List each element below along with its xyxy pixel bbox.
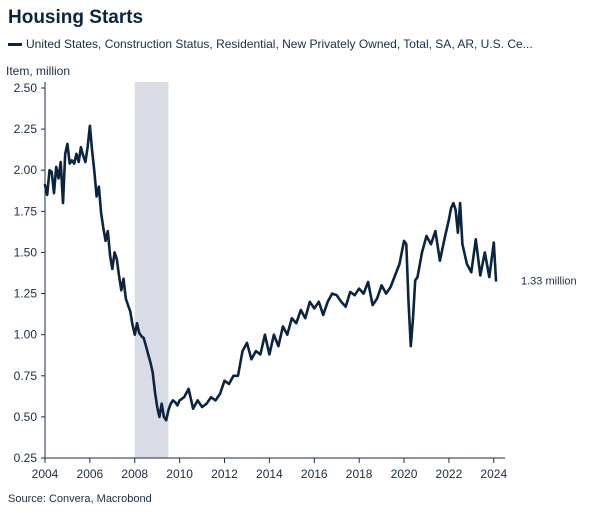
y-tick-label: 1.50 xyxy=(14,245,38,259)
y-axis-label: Item, million xyxy=(6,64,71,78)
axes: 0.25 0.50 0.75 1.00 1.25 1.50 1.75 2.00 2.25 2.50… xyxy=(14,81,508,481)
x-tick-label: 2018 xyxy=(346,467,373,481)
series-line-0 xyxy=(43,124,498,422)
end-value-label: 1.33 million xyxy=(521,275,577,287)
legend-swatch xyxy=(8,42,22,46)
shaded-periods xyxy=(134,82,169,458)
legend-series-label: United States, Construction Status, Resi… xyxy=(26,37,533,51)
y-tick-label: 0.75 xyxy=(14,369,38,383)
y-tick-label: 1.25 xyxy=(14,287,38,301)
legend: United States, Construction Status, Resi… xyxy=(8,37,533,51)
x-tick-label: 2020 xyxy=(391,467,418,481)
x-tick-label: 2016 xyxy=(301,467,328,481)
y-tick-label: 2.50 xyxy=(14,81,38,95)
y-tick-label: 2.00 xyxy=(14,163,38,177)
x-tick-label: 2014 xyxy=(256,467,283,481)
y-tick-label: 0.50 xyxy=(14,410,38,424)
y-tick-label: 0.25 xyxy=(14,451,38,465)
x-tick-label: 2022 xyxy=(436,467,463,481)
x-tick-label: 2024 xyxy=(480,467,507,481)
y-tick-label: 2.25 xyxy=(14,122,38,136)
x-tick-label: 2004 xyxy=(32,467,59,481)
shaded-period-0 xyxy=(134,82,169,458)
y-tick-label: 1.00 xyxy=(14,328,38,342)
chart-title: Housing Starts xyxy=(8,7,144,28)
x-tick-label: 2008 xyxy=(121,467,148,481)
x-tick-label: 2012 xyxy=(211,467,238,481)
series-layer xyxy=(43,124,498,422)
x-tick-label: 2006 xyxy=(77,467,104,481)
x-tick-label: 2010 xyxy=(166,467,193,481)
source-note: Source: Convera, Macrobond xyxy=(8,493,152,505)
y-tick-label: 1.75 xyxy=(14,204,38,218)
